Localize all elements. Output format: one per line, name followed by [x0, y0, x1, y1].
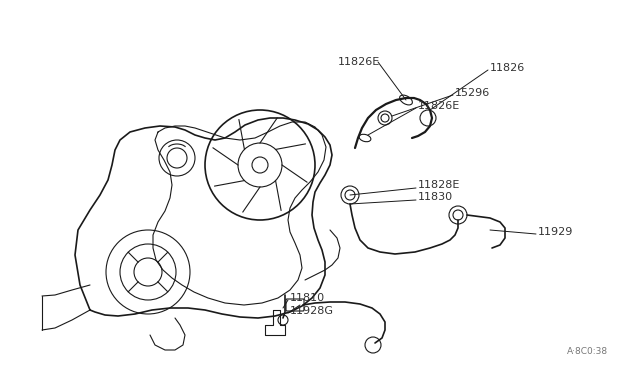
Text: 11810: 11810	[290, 293, 325, 303]
Text: 11929: 11929	[538, 227, 573, 237]
Text: A·8C0:38: A·8C0:38	[567, 347, 608, 356]
Text: 15296: 15296	[455, 88, 490, 98]
Text: 11826: 11826	[490, 63, 525, 73]
Text: 11828E: 11828E	[418, 180, 460, 190]
Text: 11830: 11830	[418, 192, 453, 202]
Text: 11826E: 11826E	[338, 57, 380, 67]
Text: 11826E: 11826E	[418, 101, 460, 111]
Text: 11928G: 11928G	[290, 306, 334, 316]
